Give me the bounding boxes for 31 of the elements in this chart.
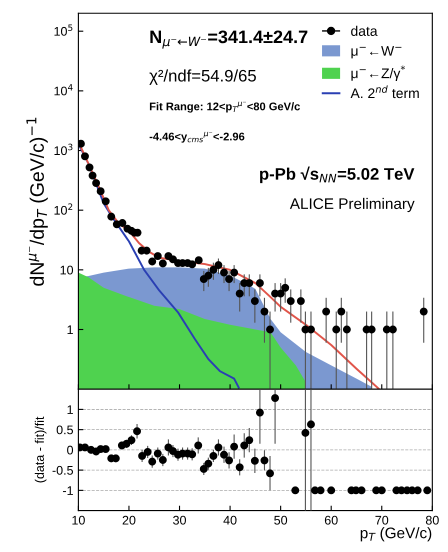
y-tick-label: 0 bbox=[67, 446, 74, 455]
y-tick-label: 10 bbox=[60, 266, 74, 274]
y-tick-label: -0.5 bbox=[52, 466, 74, 475]
y-tick-label: 10$^{5}$ bbox=[54, 24, 72, 36]
y-tick-label: 10$^{4}$ bbox=[54, 84, 73, 96]
annotation: χ²/ndf=54.9/65 bbox=[149, 69, 256, 85]
annotation: p-Pb √s$_{NN}$=5.02 TeV bbox=[260, 166, 414, 184]
x-tick-label: 40 bbox=[223, 516, 237, 525]
y-tick-label: 10$^{2}$ bbox=[54, 203, 72, 215]
y-tick-label: 10$^{3}$ bbox=[54, 144, 72, 156]
legend-label: A. 2$^{nd}$ term bbox=[350, 85, 419, 98]
legend-label: μ$^{−}$←W$^{−}$ bbox=[351, 46, 402, 58]
y-tick-label: 0.5 bbox=[56, 425, 74, 434]
x-tick-label: 60 bbox=[324, 516, 338, 525]
legend-label: μ$^{−}$←Z/γ$^{*}$ bbox=[351, 66, 406, 81]
y-tick-label: -1 bbox=[62, 486, 73, 495]
y-tick-label: 1 bbox=[68, 405, 73, 414]
annotation: -4.46<y$_{cms}$$^{μ⁻}$<-2.96 bbox=[150, 132, 244, 143]
annotation: N$_{μ⁻←W⁻}$=341.4±24.7 bbox=[150, 30, 308, 49]
x-tick-label: 70 bbox=[375, 516, 388, 525]
x-tick-label: 50 bbox=[274, 516, 288, 525]
y-tick-label: 1 bbox=[68, 325, 73, 334]
x-axis-title: p$_{T}$ (GeV/c) bbox=[360, 527, 432, 542]
annotation: Fit Range: 12<p$_{T}$$^{μ⁻}$<80 GeV/c bbox=[150, 102, 300, 113]
y-axis-title: (data - fit)/fit bbox=[34, 416, 46, 482]
legend-label: data bbox=[351, 26, 378, 36]
annotation: ALICE Preliminary bbox=[290, 198, 415, 212]
x-tick-label: 80 bbox=[426, 516, 439, 525]
y-axis-title: dN$^{μ⁻}$/dp$_{T}$ (GeV/c)$^{−1}$ bbox=[26, 118, 48, 286]
x-tick-label: 30 bbox=[173, 516, 186, 525]
x-tick-label: 20 bbox=[122, 516, 136, 525]
